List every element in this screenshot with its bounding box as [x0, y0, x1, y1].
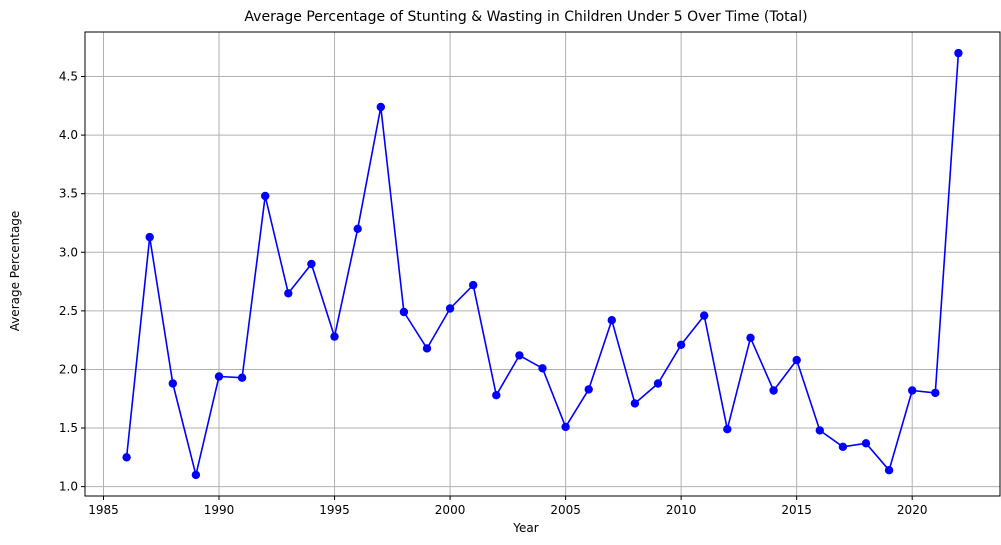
data-point	[861, 439, 871, 448]
data-point	[492, 391, 501, 400]
grid	[85, 32, 1000, 496]
y-tick-label: 1.5	[59, 421, 78, 435]
y-tick-label: 3.0	[59, 245, 78, 259]
data-point	[445, 304, 455, 313]
data-point	[515, 351, 524, 360]
series-line	[125, 53, 960, 476]
data-point	[469, 280, 478, 290]
x-axis: 1985 1990 1995 2000 2005 2010 2015 2020	[88, 496, 927, 517]
data-point	[145, 232, 154, 242]
data-point	[746, 333, 755, 342]
y-tick-label: 2.0	[59, 362, 78, 376]
y-tick-label: 4.0	[59, 128, 78, 142]
data-point	[284, 289, 293, 298]
data-point	[191, 470, 201, 480]
y-tick-label: 2.5	[59, 304, 78, 318]
y-tick-label: 3.5	[59, 187, 78, 201]
data-point	[261, 191, 270, 201]
data-point	[676, 340, 686, 349]
data-point	[908, 386, 917, 395]
x-tick-label: 2015	[781, 503, 812, 517]
data-point	[422, 344, 432, 353]
y-tick-label: 4.5	[59, 70, 78, 84]
data-point	[399, 307, 409, 317]
data-point	[792, 355, 801, 365]
data-point	[931, 388, 940, 398]
data-point	[700, 311, 709, 320]
data-point	[122, 453, 131, 462]
data-point	[561, 422, 570, 432]
data-point	[353, 224, 362, 233]
data-point	[815, 426, 824, 435]
data-point	[607, 316, 616, 325]
data-point	[330, 332, 339, 341]
y-axis: 1.0 1.5 2.0 2.5 3.0 3.5 4.0 4.5	[59, 70, 85, 494]
x-tick-label: 1985	[88, 503, 119, 517]
data-point	[584, 385, 593, 394]
data-point	[630, 399, 640, 408]
data-point	[237, 373, 247, 382]
x-tick-label: 2010	[666, 503, 697, 517]
data-point	[307, 259, 316, 269]
x-tick-label: 1995	[319, 503, 350, 517]
series	[122, 48, 963, 480]
x-tick-label: 2020	[897, 503, 928, 517]
x-tick-label: 2000	[435, 503, 466, 517]
data-point	[954, 48, 963, 58]
data-point	[884, 466, 894, 475]
data-point	[376, 102, 385, 112]
x-tick-label: 2005	[550, 503, 581, 517]
data-point	[723, 425, 732, 434]
y-tick-label: 1.0	[59, 480, 78, 494]
x-axis-label: Year	[512, 521, 538, 535]
data-point	[769, 386, 778, 395]
x-tick-label: 1990	[204, 503, 235, 517]
data-point	[653, 379, 663, 388]
data-point	[168, 379, 177, 388]
data-point	[838, 442, 848, 451]
chart-title: Average Percentage of Stunting & Wasting…	[244, 9, 807, 25]
data-point	[214, 372, 224, 381]
data-point	[538, 364, 547, 373]
plot-frame	[84, 31, 1001, 497]
y-axis-label: Average Percentage	[8, 211, 22, 332]
